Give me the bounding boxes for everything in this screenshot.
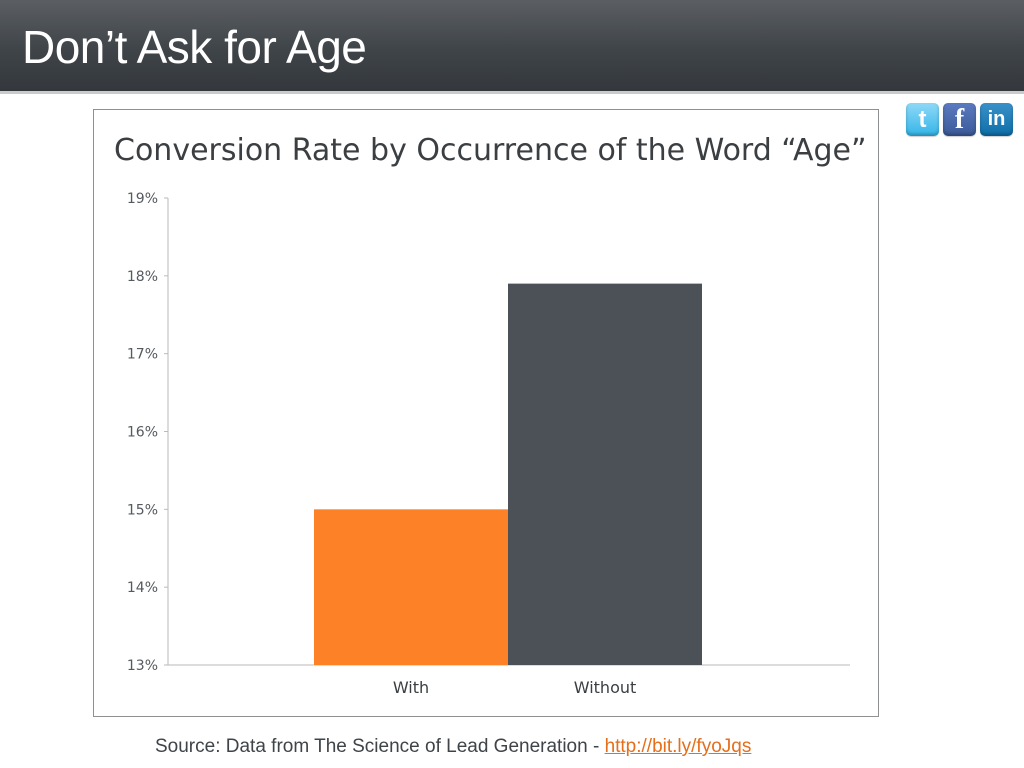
y-tick-label: 17%	[127, 347, 158, 363]
source-text: Source: Data from The Science of Lead Ge…	[155, 736, 605, 757]
category-label: With	[393, 678, 429, 697]
category-labels: With Without	[393, 678, 636, 697]
facebook-icon-glyph: f	[954, 103, 965, 135]
facebook-icon[interactable]: f	[943, 103, 976, 136]
y-tick-label: 19%	[127, 191, 158, 207]
bars-group	[314, 283, 702, 665]
bar-with	[314, 509, 508, 665]
slide-title: Don’t Ask for Age	[22, 21, 367, 73]
twitter-icon[interactable]: t	[906, 103, 939, 136]
y-tick-label: 14%	[127, 580, 158, 596]
source-caption: Source: Data from The Science of Lead Ge…	[155, 736, 751, 758]
bar-chart: Conversion Rate by Occurrence of the Wor…	[114, 133, 867, 697]
twitter-icon-glyph: t	[918, 105, 927, 133]
source-link[interactable]: http://bit.ly/fyoJqs	[604, 736, 752, 757]
y-axis-ticks: 19% 18% 17% 16% 15% 14% 13%	[127, 191, 168, 674]
linkedin-icon[interactable]: in	[980, 103, 1013, 136]
chart-frame: Conversion Rate by Occurrence of the Wor…	[93, 109, 879, 717]
linkedin-icon-glyph: in	[987, 108, 1006, 130]
y-tick-label: 18%	[127, 269, 158, 285]
y-tick-label: 15%	[127, 502, 158, 518]
bar-without	[508, 283, 702, 665]
title-bar: Don’t Ask for Age	[0, 0, 1024, 94]
y-tick-label: 16%	[127, 425, 158, 441]
y-tick-label: 13%	[127, 658, 158, 674]
category-label: Without	[574, 678, 637, 697]
social-share-bar: t f in	[906, 103, 1013, 136]
chart-title: Conversion Rate by Occurrence of the Wor…	[114, 133, 867, 168]
